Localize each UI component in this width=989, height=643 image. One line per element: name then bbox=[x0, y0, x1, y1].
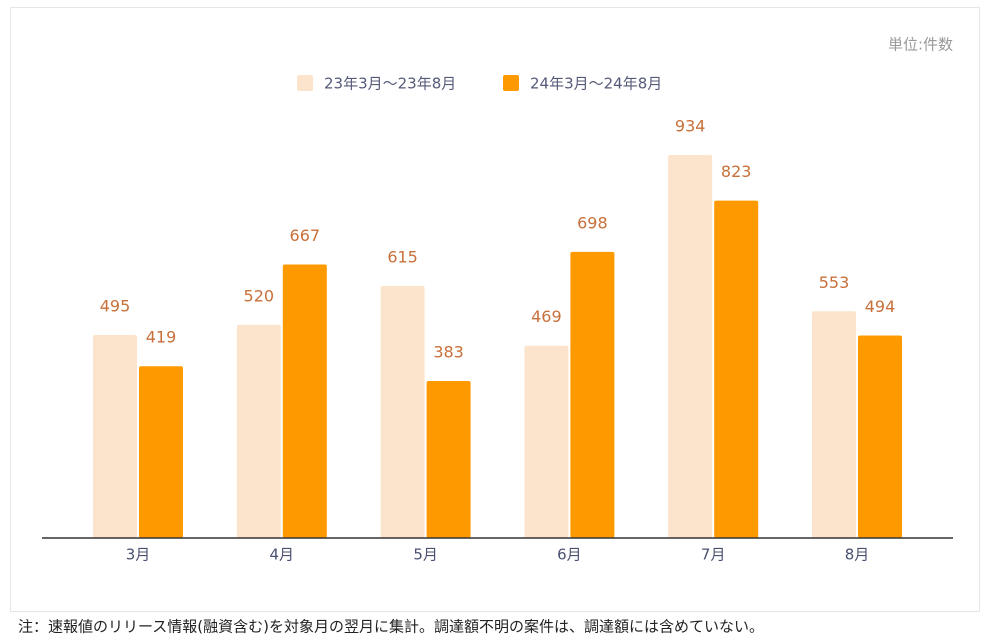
value-label: 469 bbox=[531, 307, 562, 326]
value-label: 419 bbox=[146, 328, 177, 347]
bar bbox=[93, 335, 137, 538]
legend-label: 24年3月～24年8月 bbox=[530, 75, 662, 93]
value-label: 667 bbox=[290, 226, 321, 245]
value-label: 698 bbox=[577, 213, 608, 232]
value-label: 615 bbox=[387, 247, 418, 266]
bar bbox=[236, 324, 281, 538]
bar bbox=[812, 311, 856, 538]
unit-label: 単位:件数 bbox=[888, 36, 953, 54]
bar bbox=[524, 345, 569, 538]
value-label: 823 bbox=[721, 162, 752, 181]
legend-swatch bbox=[503, 75, 519, 91]
x-tick-label: 8月 bbox=[845, 546, 870, 564]
value-label: 934 bbox=[675, 117, 706, 136]
bar bbox=[380, 285, 425, 538]
footnote: 注：速報値のリリース情報(融資含む)を対象月の翌月に集計。調達額不明の案件は、調… bbox=[18, 618, 764, 636]
bar bbox=[714, 200, 759, 538]
bar bbox=[570, 251, 615, 538]
x-tick-label: 6月 bbox=[557, 546, 582, 564]
x-tick-label: 3月 bbox=[126, 546, 151, 564]
bar bbox=[139, 366, 183, 538]
legend-label: 23年3月～23年8月 bbox=[324, 75, 456, 93]
value-label: 520 bbox=[244, 286, 275, 305]
value-label: 553 bbox=[819, 273, 850, 292]
x-tick-label: 7月 bbox=[701, 546, 726, 564]
value-label: 383 bbox=[433, 342, 464, 361]
bar bbox=[282, 264, 327, 538]
x-tick-label: 4月 bbox=[270, 546, 295, 564]
bar bbox=[426, 380, 471, 538]
value-label: 494 bbox=[865, 297, 896, 316]
value-label: 495 bbox=[100, 297, 131, 316]
legend-swatch bbox=[297, 75, 313, 91]
x-tick-label: 5月 bbox=[413, 546, 438, 564]
bar bbox=[858, 335, 902, 538]
bar bbox=[668, 155, 713, 538]
